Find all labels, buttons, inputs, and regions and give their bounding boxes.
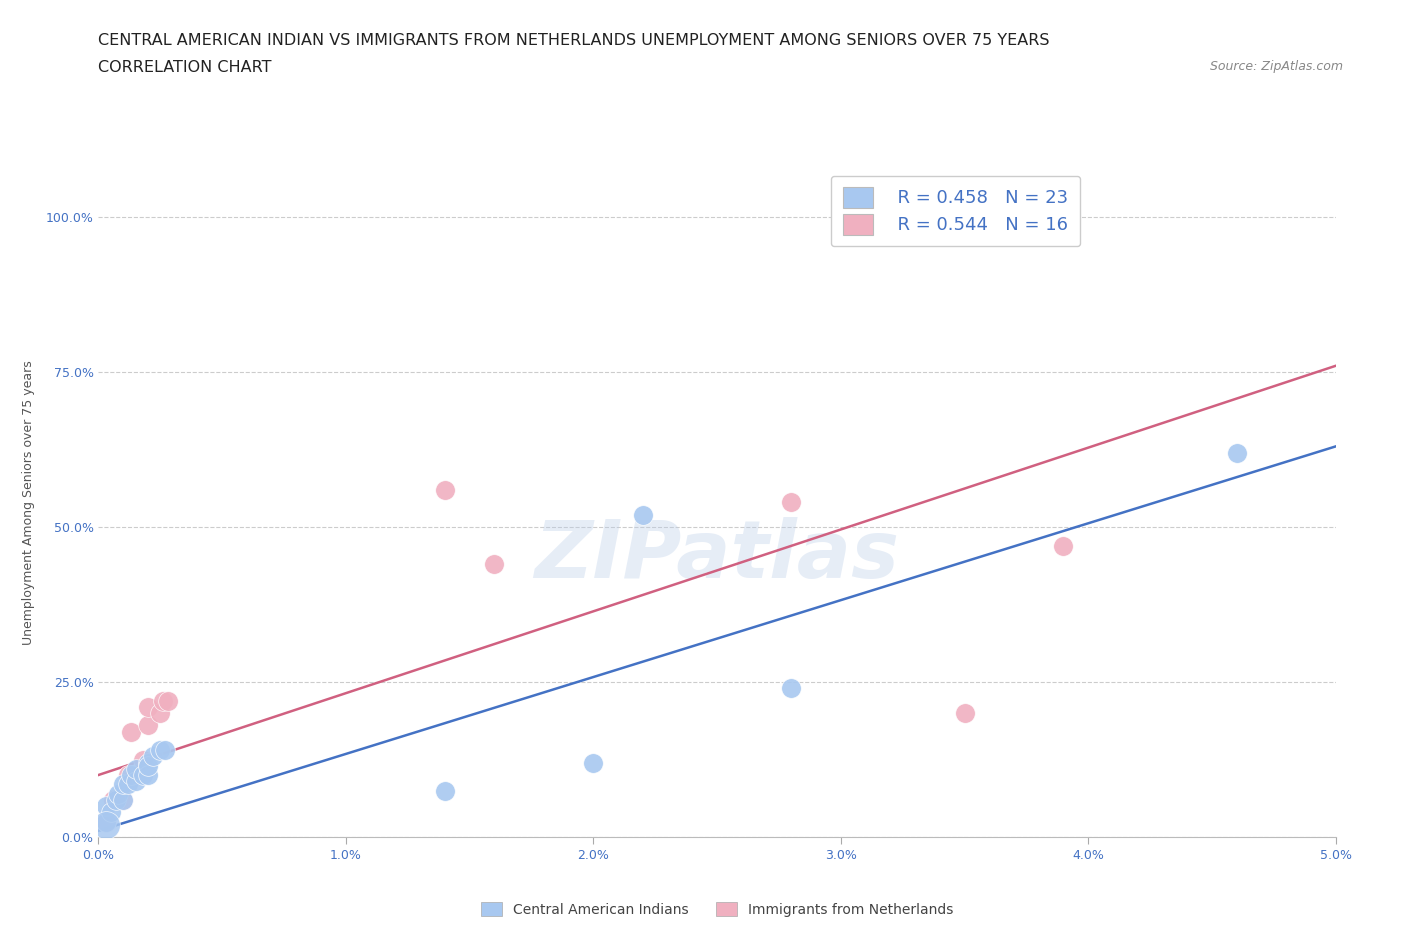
Point bbox=[155, 743, 177, 758]
Point bbox=[1052, 538, 1074, 553]
Legend: Central American Indians, Immigrants from Netherlands: Central American Indians, Immigrants fro… bbox=[474, 895, 960, 923]
Point bbox=[156, 693, 179, 708]
Point bbox=[149, 706, 172, 721]
Point bbox=[94, 799, 117, 814]
Point bbox=[94, 814, 117, 829]
Point bbox=[117, 767, 139, 782]
Point bbox=[433, 783, 456, 798]
Point bbox=[117, 777, 139, 791]
Point bbox=[112, 792, 135, 807]
Point bbox=[94, 817, 117, 832]
Point bbox=[582, 755, 605, 770]
Point bbox=[780, 681, 803, 696]
Point bbox=[142, 749, 165, 764]
Point bbox=[104, 792, 127, 807]
Text: Source: ZipAtlas.com: Source: ZipAtlas.com bbox=[1209, 60, 1343, 73]
Point bbox=[103, 792, 125, 807]
Point bbox=[124, 774, 146, 789]
Point bbox=[136, 755, 159, 770]
Point bbox=[100, 804, 122, 819]
Point bbox=[149, 743, 172, 758]
Text: CORRELATION CHART: CORRELATION CHART bbox=[98, 60, 271, 75]
Point bbox=[94, 814, 117, 829]
Point bbox=[136, 718, 159, 733]
Point bbox=[152, 693, 174, 708]
Text: CENTRAL AMERICAN INDIAN VS IMMIGRANTS FROM NETHERLANDS UNEMPLOYMENT AMONG SENIOR: CENTRAL AMERICAN INDIAN VS IMMIGRANTS FR… bbox=[98, 33, 1050, 47]
Point bbox=[953, 706, 976, 721]
Point bbox=[107, 786, 129, 801]
Point bbox=[136, 767, 159, 782]
Point bbox=[780, 495, 803, 510]
Point bbox=[132, 767, 155, 782]
Point bbox=[136, 699, 159, 714]
Point bbox=[484, 557, 506, 572]
Point bbox=[124, 762, 146, 777]
Point bbox=[433, 483, 456, 498]
Point bbox=[132, 752, 155, 767]
Point bbox=[120, 724, 142, 739]
Point bbox=[112, 777, 135, 791]
Point bbox=[120, 767, 142, 782]
Y-axis label: Unemployment Among Seniors over 75 years: Unemployment Among Seniors over 75 years bbox=[21, 360, 35, 644]
Point bbox=[136, 758, 159, 773]
Point bbox=[112, 792, 135, 807]
Point bbox=[1226, 445, 1249, 460]
Point bbox=[631, 507, 654, 522]
Text: ZIPatlas: ZIPatlas bbox=[534, 517, 900, 595]
